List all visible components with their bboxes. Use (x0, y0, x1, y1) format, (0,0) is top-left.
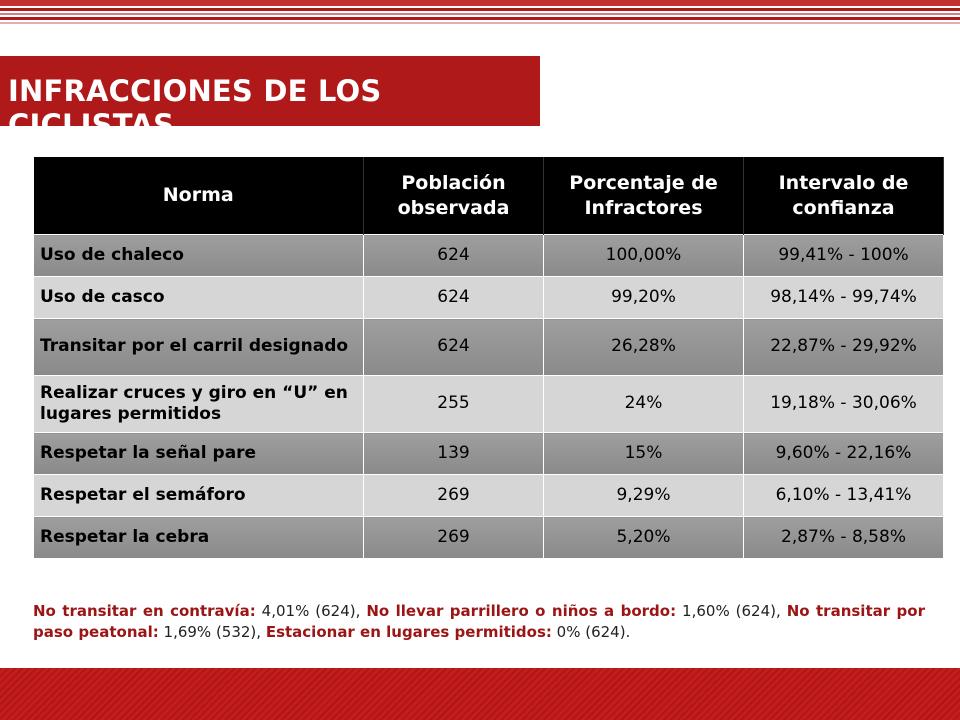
cell-intervalo: 9,60% - 22,16% (743, 432, 944, 475)
table-row: Respetar la señal pare 139 15% 9,60% - 2… (33, 432, 944, 475)
table-row: Respetar la cebra 269 5,20% 2,87% - 8,58… (33, 516, 944, 559)
cell-porcentaje: 24% (543, 375, 744, 433)
cell-norma: Respetar el semáforo (33, 474, 364, 517)
cell-poblacion: 269 (363, 474, 544, 517)
page-title: INFRACCIONES DE LOS CICLISTAS (8, 74, 382, 142)
header-poblacion: Población observada (363, 157, 544, 235)
cell-poblacion: 255 (363, 375, 544, 433)
cell-intervalo: 2,87% - 8,58% (743, 516, 944, 559)
table-row: Realizar cruces y giro en “U” en lugares… (33, 375, 944, 433)
cell-poblacion: 624 (363, 234, 544, 277)
table-row: Transitar por el carril designado 624 26… (33, 318, 944, 376)
footnote-value: 1,69% (532), (158, 622, 266, 641)
footnote-label: No transitar en contravía: (33, 602, 256, 620)
table-row: Uso de casco 624 99,20% 98,14% - 99,74% (33, 276, 944, 319)
bottom-decorative-band (0, 668, 960, 720)
cell-norma: Uso de casco (33, 276, 364, 319)
table-header-row: Norma Población observada Porcentaje de … (33, 157, 944, 235)
footnote: No transitar en contravía: 4,01% (624), … (33, 601, 925, 642)
cell-porcentaje: 26,28% (543, 318, 744, 376)
header-intervalo: Intervalo de confianza (743, 157, 944, 235)
infractions-table: Norma Población observada Porcentaje de … (33, 157, 944, 559)
cell-norma: Transitar por el carril designado (33, 318, 364, 376)
cell-intervalo: 6,10% - 13,41% (743, 474, 944, 517)
header-norma: Norma (33, 157, 364, 235)
footnote-label: No llevar parrillero o niños a bordo: (366, 602, 677, 620)
header-porcentaje: Porcentaje de Infractores (543, 157, 744, 235)
table-row: Uso de chaleco 624 100,00% 99,41% - 100% (33, 234, 944, 277)
cell-porcentaje: 5,20% (543, 516, 744, 559)
footnote-label: Estacionar en lugares permitidos: (265, 622, 552, 641)
footnote-value: 1,60% (624), (676, 602, 787, 620)
cell-poblacion: 269 (363, 516, 544, 559)
cell-intervalo: 19,18% - 30,06% (743, 375, 944, 433)
footnote-value: 4,01% (624), (255, 602, 367, 620)
cell-porcentaje: 100,00% (543, 234, 744, 277)
cell-poblacion: 624 (363, 318, 544, 376)
cell-intervalo: 22,87% - 29,92% (743, 318, 944, 376)
top-decorative-stripes (0, 0, 960, 26)
table-row: Respetar el semáforo 269 9,29% 6,10% - 1… (33, 474, 944, 517)
footnote-value: 0% (624). (551, 622, 631, 641)
cell-norma: Realizar cruces y giro en “U” en lugares… (33, 375, 364, 433)
cell-norma: Respetar la cebra (33, 516, 364, 559)
cell-poblacion: 624 (363, 276, 544, 319)
cell-intervalo: 98,14% - 99,74% (743, 276, 944, 319)
cell-porcentaje: 15% (543, 432, 744, 475)
cell-norma: Respetar la señal pare (33, 432, 364, 475)
title-banner: INFRACCIONES DE LOS CICLISTAS (0, 56, 540, 142)
cell-norma: Uso de chaleco (33, 234, 364, 277)
cell-porcentaje: 9,29% (543, 474, 744, 517)
cell-intervalo: 99,41% - 100% (743, 234, 944, 277)
cell-porcentaje: 99,20% (543, 276, 744, 319)
footnote-label: No transitar por paso peatonal: (33, 602, 925, 641)
cell-poblacion: 139 (363, 432, 544, 475)
